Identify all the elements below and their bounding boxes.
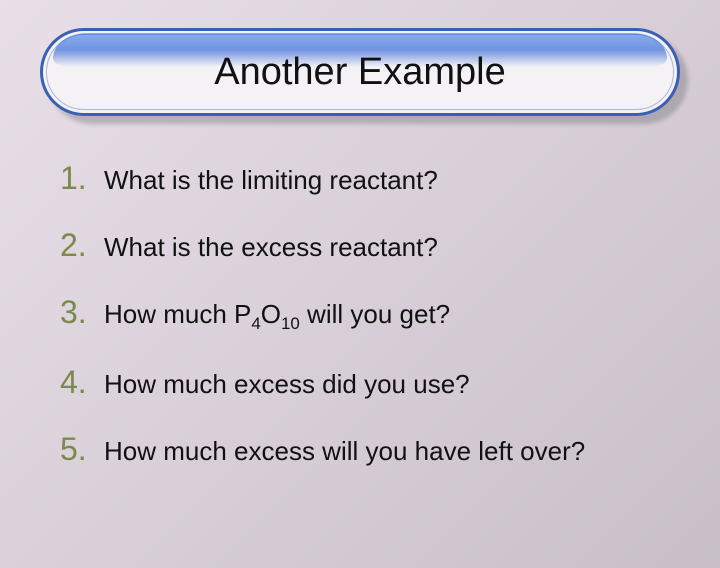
list-item: 3. How much P4O10 will you get? bbox=[60, 294, 660, 334]
item-number: 3. bbox=[60, 294, 104, 331]
slide-title: Another Example bbox=[214, 51, 506, 94]
item-number: 4. bbox=[60, 364, 104, 401]
item-number: 5. bbox=[60, 431, 104, 468]
item-text: How much P4O10 will you get? bbox=[104, 299, 450, 334]
numbered-list: 1. What is the limiting reactant? 2. Wha… bbox=[60, 160, 660, 468]
list-item: 1. What is the limiting reactant? bbox=[60, 160, 660, 197]
item-text: How much excess will you have left over? bbox=[104, 436, 585, 467]
item-text: How much excess did you use? bbox=[104, 369, 470, 400]
item-number: 1. bbox=[60, 160, 104, 197]
list-item: 5. How much excess will you have left ov… bbox=[60, 431, 660, 468]
list-item: 2. What is the excess reactant? bbox=[60, 227, 660, 264]
title-pill: Another Example bbox=[40, 28, 680, 116]
item-number: 2. bbox=[60, 227, 104, 264]
title-banner: Another Example bbox=[40, 28, 680, 120]
item-text: What is the limiting reactant? bbox=[104, 165, 438, 196]
item-text: What is the excess reactant? bbox=[104, 232, 438, 263]
list-item: 4. How much excess did you use? bbox=[60, 364, 660, 401]
